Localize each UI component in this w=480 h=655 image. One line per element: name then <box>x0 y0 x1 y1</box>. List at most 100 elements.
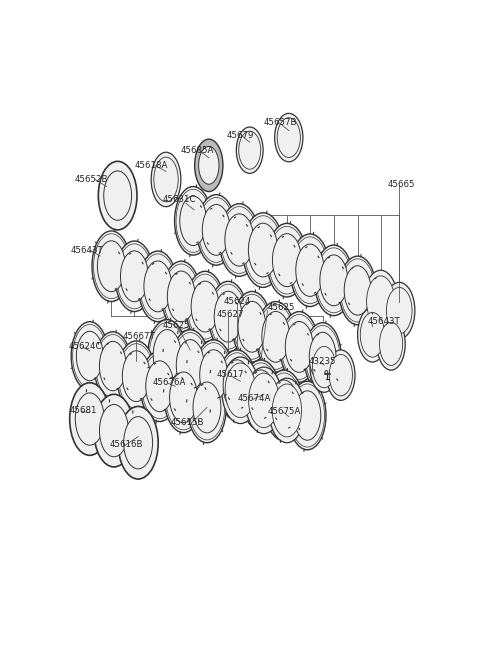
Ellipse shape <box>262 311 290 362</box>
Ellipse shape <box>115 241 154 312</box>
Ellipse shape <box>243 213 284 288</box>
Ellipse shape <box>275 113 303 162</box>
Ellipse shape <box>193 382 221 433</box>
Ellipse shape <box>92 231 131 301</box>
Ellipse shape <box>358 308 387 362</box>
Ellipse shape <box>304 323 341 391</box>
Text: 45624C: 45624C <box>68 343 102 352</box>
Ellipse shape <box>296 244 324 297</box>
Ellipse shape <box>367 276 395 327</box>
Ellipse shape <box>339 256 376 325</box>
Text: 45652B: 45652B <box>75 175 108 184</box>
Ellipse shape <box>139 251 177 322</box>
Ellipse shape <box>272 384 301 437</box>
Ellipse shape <box>148 320 186 390</box>
Ellipse shape <box>241 360 280 430</box>
Text: 45643T: 45643T <box>368 317 401 326</box>
Text: 45676A: 45676A <box>152 378 186 386</box>
Ellipse shape <box>245 367 282 434</box>
Ellipse shape <box>151 152 181 207</box>
Text: 45643T: 45643T <box>71 246 103 255</box>
Ellipse shape <box>222 357 259 424</box>
Ellipse shape <box>239 131 261 169</box>
Ellipse shape <box>154 157 178 202</box>
Ellipse shape <box>70 383 110 455</box>
Ellipse shape <box>248 223 278 277</box>
Text: 45615B: 45615B <box>171 418 204 427</box>
Ellipse shape <box>290 234 330 307</box>
Ellipse shape <box>214 291 242 342</box>
Ellipse shape <box>191 281 219 332</box>
Text: 45618A: 45618A <box>134 161 168 170</box>
Ellipse shape <box>236 127 263 174</box>
Ellipse shape <box>117 341 156 411</box>
Ellipse shape <box>312 346 336 388</box>
Ellipse shape <box>256 301 295 372</box>
Ellipse shape <box>202 204 230 255</box>
Ellipse shape <box>247 370 275 421</box>
Ellipse shape <box>120 251 148 302</box>
Text: 43235: 43235 <box>309 356 336 365</box>
Ellipse shape <box>285 322 313 372</box>
Ellipse shape <box>171 329 210 400</box>
Ellipse shape <box>94 332 132 400</box>
Ellipse shape <box>188 372 226 443</box>
Text: 45631C: 45631C <box>162 195 196 204</box>
Ellipse shape <box>270 380 298 431</box>
Text: 45625: 45625 <box>162 321 190 330</box>
Text: 45674A: 45674A <box>238 394 271 403</box>
Ellipse shape <box>94 394 134 467</box>
Text: 45627: 45627 <box>216 310 244 319</box>
Ellipse shape <box>363 271 398 333</box>
Text: 45625: 45625 <box>267 303 295 312</box>
Ellipse shape <box>122 350 150 402</box>
Ellipse shape <box>153 329 181 381</box>
Ellipse shape <box>186 271 225 342</box>
Text: 45665: 45665 <box>387 180 415 189</box>
Ellipse shape <box>320 255 348 306</box>
Ellipse shape <box>329 354 352 396</box>
Ellipse shape <box>169 372 197 422</box>
Ellipse shape <box>175 187 212 255</box>
Text: 45675A: 45675A <box>267 407 301 416</box>
Ellipse shape <box>289 381 326 450</box>
Ellipse shape <box>380 322 403 365</box>
Ellipse shape <box>219 204 259 276</box>
Ellipse shape <box>233 291 271 362</box>
Ellipse shape <box>194 340 233 411</box>
Ellipse shape <box>277 118 300 157</box>
Ellipse shape <box>384 282 415 339</box>
Text: 45616B: 45616B <box>109 440 143 449</box>
Ellipse shape <box>124 417 153 469</box>
Text: 45667T: 45667T <box>122 332 155 341</box>
Ellipse shape <box>97 241 125 291</box>
Ellipse shape <box>225 363 256 418</box>
Text: 45657B: 45657B <box>264 119 297 128</box>
Ellipse shape <box>75 393 104 445</box>
Ellipse shape <box>264 370 303 441</box>
Ellipse shape <box>140 351 179 422</box>
Ellipse shape <box>314 245 353 316</box>
Ellipse shape <box>144 261 172 312</box>
Ellipse shape <box>267 223 307 297</box>
Ellipse shape <box>162 261 201 332</box>
Ellipse shape <box>199 147 219 184</box>
Ellipse shape <box>238 301 266 352</box>
Text: 45617: 45617 <box>216 370 244 379</box>
Ellipse shape <box>377 318 405 370</box>
Ellipse shape <box>71 322 108 390</box>
Ellipse shape <box>223 360 251 411</box>
Ellipse shape <box>209 282 248 352</box>
Ellipse shape <box>344 266 371 315</box>
Ellipse shape <box>386 288 412 334</box>
Ellipse shape <box>195 139 223 191</box>
Ellipse shape <box>168 271 195 322</box>
Ellipse shape <box>218 350 256 421</box>
Text: 45681: 45681 <box>69 406 97 415</box>
Text: 45685A: 45685A <box>181 145 214 155</box>
Text: 45679: 45679 <box>227 131 254 140</box>
Ellipse shape <box>180 196 206 246</box>
Ellipse shape <box>197 195 236 265</box>
Ellipse shape <box>99 405 129 457</box>
Text: 45624: 45624 <box>224 297 251 306</box>
